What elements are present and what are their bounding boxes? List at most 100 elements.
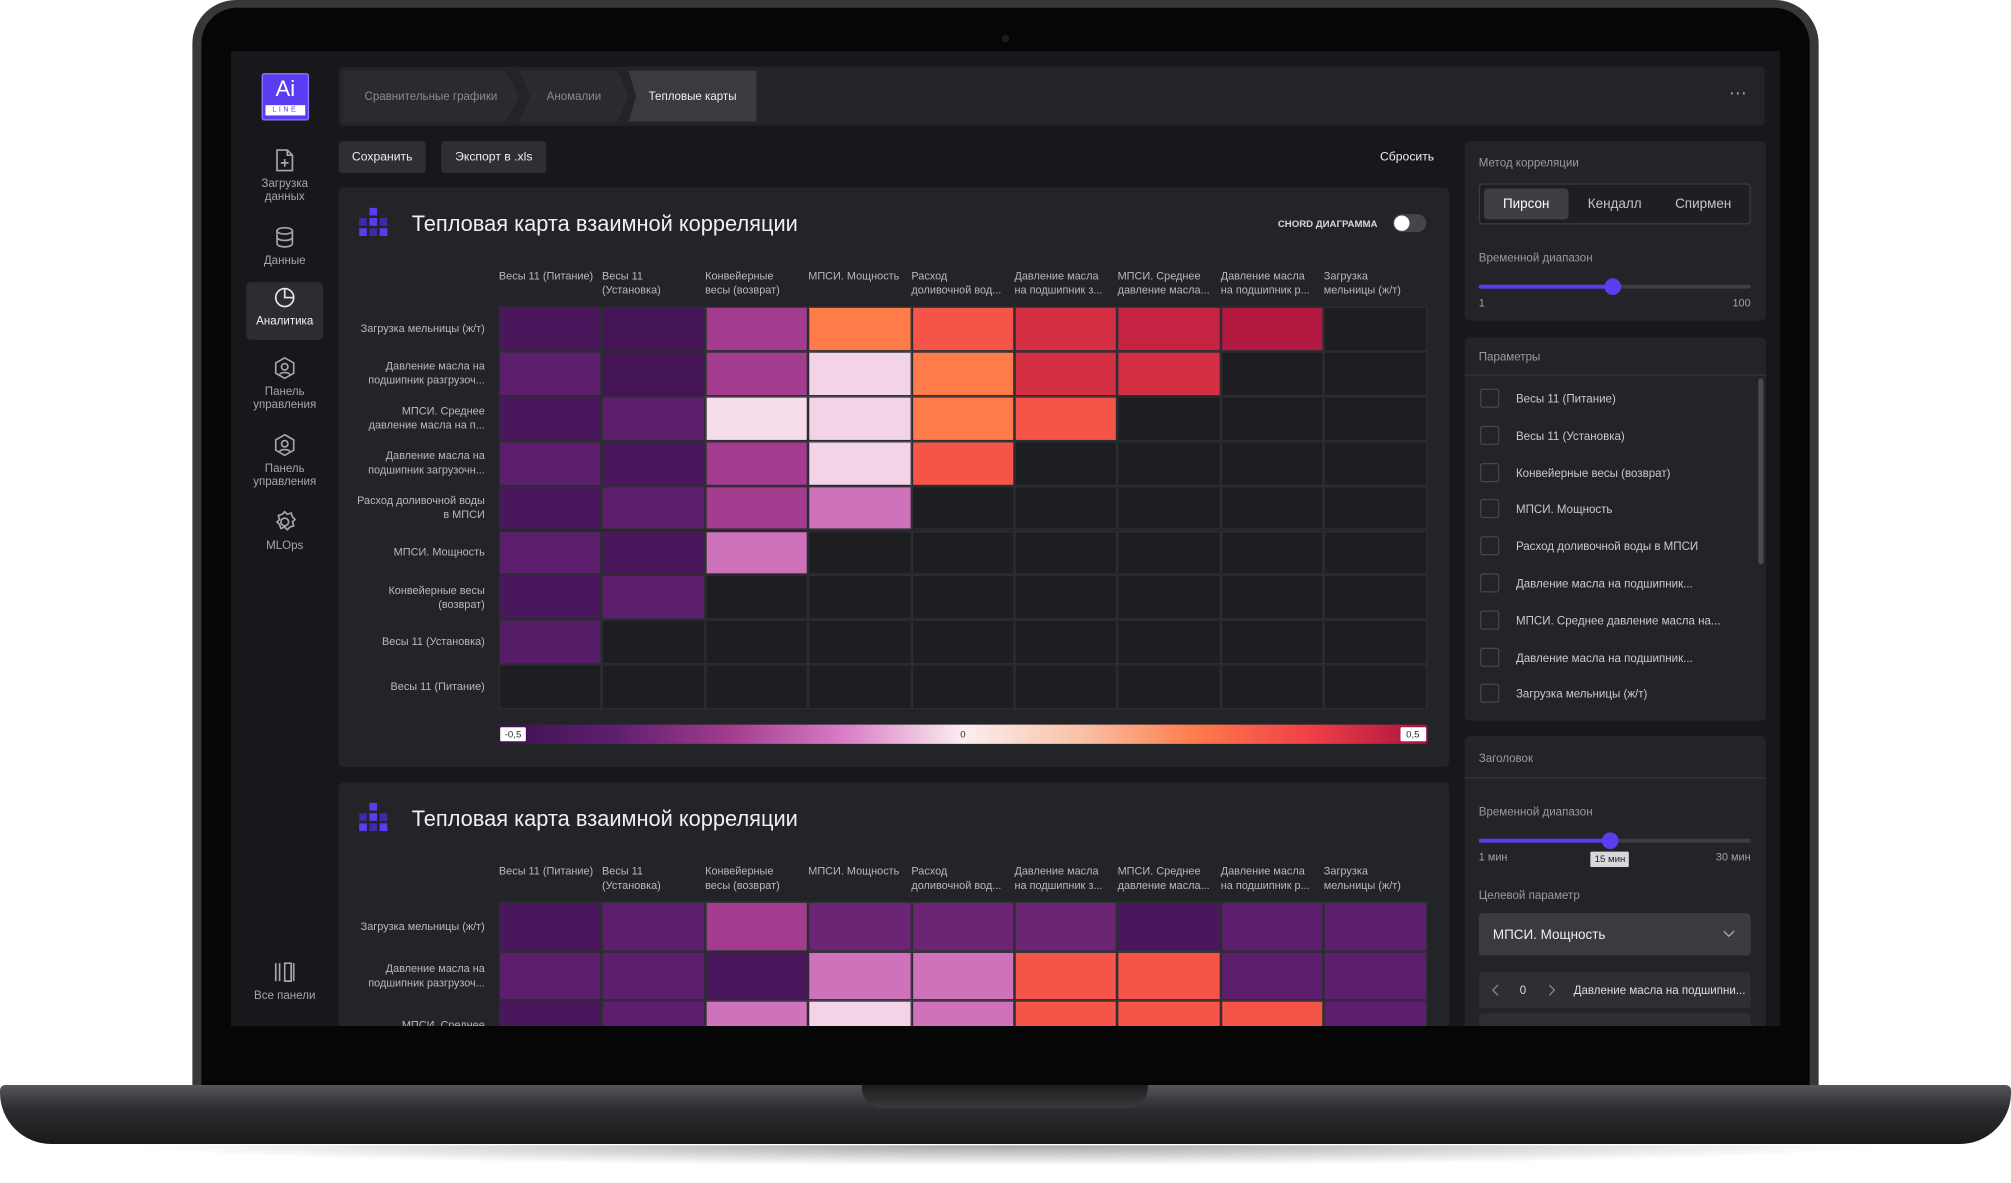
slider-thumb[interactable] [1604,278,1622,295]
colorbar-tick-label: 0,5 [1400,727,1426,742]
empty-cell [1117,664,1221,710]
column-label: МПСИ. Среднее давление масла... [1117,864,1210,892]
empty-cell [1117,619,1221,665]
row-label-text: Загрузка мельницы (ж/т) [360,321,485,335]
heatmap-cell [498,1000,603,1027]
column-label: Загрузка мельницы (ж/т) [1323,269,1401,297]
slider-fill [1478,838,1611,843]
empty-cell [1323,575,1427,620]
colorbar [498,724,1427,744]
chord-toggle[interactable] [1392,214,1427,233]
breadcrumb[interactable]: Аномалии [519,70,629,122]
heatmap-cell [602,1000,706,1027]
empty-cell [911,575,1015,620]
heatmap-cell [1220,950,1324,1001]
stepper-prev[interactable] [1491,984,1500,997]
heatmap-title: Тепловая карта взаимной корреляции [411,806,798,832]
heatmap-cell [498,575,603,620]
sidebar-item[interactable]: MLOps [266,538,304,552]
breadcrumb[interactable]: Тепловые карты [628,70,757,122]
toggle-label: CHORD ДИАГРАММА [1277,218,1378,230]
heatmap-cell [1014,1000,1118,1027]
heatmap-cell [705,950,809,1001]
empty-cell [705,575,809,620]
heatmap-cell [911,440,1015,486]
method-option[interactable]: Пирсон [1483,188,1569,220]
export-button[interactable]: Экспорт в .xls [441,141,547,174]
parameter-label: МПСИ. Среднее давление масла на... [1515,614,1721,627]
card-icon [359,802,392,836]
checkbox[interactable] [1480,573,1500,593]
heatmap-cell [705,1000,809,1027]
empty-cell [1117,575,1221,620]
sidebar-icon [272,224,298,250]
checkbox[interactable] [1480,462,1500,482]
parameter-label: Загрузка мельницы (ж/т) [1515,687,1648,701]
parameter-label: МПСИ. Мощность [1515,503,1613,517]
heatmap-cell [1014,396,1118,441]
heatmap-cell [1014,351,1118,397]
empty-cell [1323,440,1427,486]
method-option[interactable]: Кендалл [1587,196,1642,212]
scrollbar[interactable] [1758,378,1764,565]
heatmap-cell [498,351,603,397]
sidebar-item[interactable]: Панель управления [253,461,317,488]
parameters-title: Параметры [1478,350,1541,363]
save-button[interactable]: Сохранить [338,141,426,174]
empty-cell [1220,396,1324,441]
heatmap-cell [498,485,603,531]
reset-button[interactable]: Сбросить [1380,150,1435,165]
method-option[interactable]: Спирмен [1675,196,1732,212]
sidebar-icon [272,509,298,535]
heatmap-cell [602,575,706,620]
sidebar-item[interactable]: Данные [263,253,306,267]
empty-cell [808,664,912,710]
empty-cell [1323,664,1427,710]
checkbox[interactable] [1480,425,1500,445]
slider-thumb[interactable] [1601,832,1619,850]
heatmap-cell [1323,950,1427,1001]
row-label: Загрузка мельницы (ж/т) [351,307,485,352]
breadcrumb[interactable]: Сравнительные графики [342,70,520,122]
column-label: Давление масла на подшипник р... [1220,269,1310,297]
column-label: МПСИ. Среднее давление масла... [1117,269,1210,297]
column-label: Весы 11 (Установка) [602,864,661,892]
sidebar-item[interactable]: Аналитика [256,314,314,328]
column-label: Давление масла на подшипник з... [1014,864,1103,892]
sidebar-item[interactable]: Панель управления [253,384,317,411]
checkbox[interactable] [1480,684,1500,704]
heatmap-cell [911,306,1015,352]
row-label: МПСИ. Среднее давление масла на п... [351,396,485,441]
row-label: Весы 11 (Установка) [351,620,485,665]
row-label-text: Конвейерные весы (возврат) [388,583,485,611]
sidebar-item[interactable]: Все панели [254,988,316,1002]
stepper-row [1478,1013,1751,1027]
stepper-next[interactable] [1548,984,1556,997]
row-label-text: МПСИ. Среднее [401,1018,485,1027]
slider-max: 30 мин [1715,850,1751,864]
empty-cell [1014,530,1118,576]
target-dropdown[interactable]: МПСИ. Мощность [1478,913,1751,956]
empty-cell [1117,530,1221,576]
range-label: Временной диапазон [1478,805,1593,819]
more-menu[interactable]: ⋯ [1728,82,1749,103]
parameter-label: Давление масла на подшипник... [1515,577,1693,590]
column-label: Расход доливочной вод... [911,864,1002,892]
heatmap-cell [911,1000,1015,1027]
heatmap-title: Тепловая карта взаимной корреляции [411,211,798,236]
empty-cell [705,664,809,710]
heatmap-cell [1220,901,1324,951]
heatmap-cell [808,901,912,951]
checkbox[interactable] [1480,499,1500,519]
stepper-name: Давление масла на подшипни... [1573,983,1746,997]
checkbox[interactable] [1480,388,1500,408]
parameters-card: Параметры Весы 11 (Питание) Весы 11 (Уста… [1464,337,1767,721]
heatmap-cell [705,396,809,441]
sidebar-item[interactable]: Загрузка данных [261,176,309,203]
checkbox[interactable] [1480,647,1500,667]
row-label-text: Давление масла на подшипник загрузочн... [368,449,485,476]
checkbox[interactable] [1480,610,1500,630]
heatmap-cell [911,950,1015,1001]
heatmap-cell [705,485,809,531]
checkbox[interactable] [1480,536,1500,556]
